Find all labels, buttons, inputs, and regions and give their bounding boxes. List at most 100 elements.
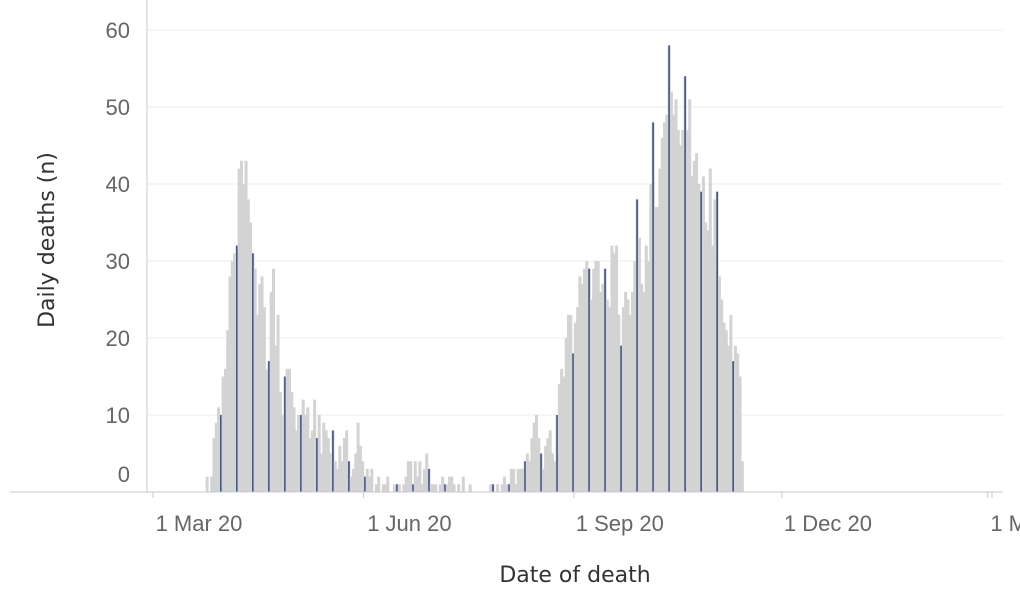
bar [342, 438, 346, 492]
bar [679, 145, 683, 492]
bar [324, 430, 328, 492]
bar [281, 415, 285, 492]
bar [271, 268, 275, 492]
y-tick-label: 30 [106, 249, 130, 274]
bar-highlight-line [316, 438, 318, 492]
bar [402, 484, 406, 492]
bar [697, 184, 701, 492]
bar-highlight-line [588, 268, 590, 492]
bar [633, 261, 637, 492]
bar [320, 453, 323, 492]
bar [544, 445, 548, 492]
bar [434, 484, 438, 492]
bar [313, 399, 317, 492]
bar [237, 168, 241, 492]
bar [221, 376, 225, 492]
bar [384, 484, 388, 492]
bar [326, 438, 330, 492]
bar [562, 376, 566, 492]
bar [583, 268, 586, 492]
bar [452, 484, 456, 492]
bar [566, 314, 570, 492]
bar [644, 245, 648, 492]
x-tick-label: 1 Dec 20 [784, 511, 872, 536]
bar [690, 176, 694, 493]
bar [317, 415, 321, 492]
bar [340, 461, 344, 492]
bar [612, 253, 616, 492]
y-tick-label: 10 [106, 403, 130, 428]
y-tick-labels: 0 10 20 30 40 50 60 [106, 18, 130, 487]
bar [610, 245, 614, 492]
bar [262, 307, 266, 492]
bar [530, 438, 534, 492]
bar [706, 230, 710, 492]
bar [269, 291, 273, 492]
bar [228, 276, 232, 492]
bar [285, 368, 289, 492]
bar [461, 476, 465, 492]
bar [210, 476, 214, 492]
bar [594, 261, 598, 492]
bar [642, 291, 646, 492]
bar [308, 438, 312, 492]
bar-highlight-line [540, 453, 542, 492]
bar-highlight-line [716, 191, 718, 492]
bar [525, 453, 529, 492]
y-axis-title: Daily deaths (n) [35, 152, 60, 328]
bar [336, 468, 340, 492]
bar [358, 445, 362, 492]
bar [626, 299, 630, 492]
bar-highlight-line [396, 484, 398, 492]
bar [665, 114, 669, 492]
bar [448, 476, 452, 492]
bar [438, 484, 442, 492]
bar [409, 461, 413, 492]
bar [255, 314, 259, 492]
bar [676, 130, 680, 492]
bar [420, 484, 424, 492]
bar [406, 461, 410, 492]
bar [576, 307, 580, 492]
bar [548, 430, 552, 492]
bar-highlight-line [284, 376, 286, 492]
bar [557, 384, 561, 492]
bar [287, 368, 291, 492]
bar [404, 476, 408, 492]
bar-highlight-line [652, 122, 654, 493]
bar-highlight-line [300, 415, 302, 492]
bar [672, 114, 676, 492]
bar [617, 314, 621, 492]
bar [278, 391, 282, 492]
bar [669, 91, 673, 492]
bar [370, 468, 374, 492]
bar [386, 476, 390, 492]
bar [242, 184, 246, 492]
bar [512, 468, 516, 492]
bar [226, 330, 230, 492]
bar [605, 299, 609, 492]
bar-highlight-line [348, 461, 350, 492]
bar [297, 415, 301, 492]
bar [592, 268, 596, 492]
bar [303, 415, 307, 492]
bar-highlight-line [252, 253, 254, 492]
bar-highlight-line [492, 484, 494, 492]
bar [640, 284, 644, 492]
bar [352, 468, 356, 492]
bar [727, 345, 731, 492]
bar [615, 245, 619, 492]
bar [738, 376, 742, 492]
bar [377, 476, 381, 492]
y-tick-label: 60 [106, 18, 130, 43]
bar [292, 407, 296, 492]
x-tick-label: 1 Mar 21 [990, 511, 1020, 536]
bar [397, 484, 401, 492]
bar [468, 484, 472, 492]
bar-highlight-line [412, 484, 414, 492]
bar [578, 276, 582, 492]
bar [441, 476, 445, 492]
bar [660, 137, 664, 493]
bar [422, 468, 426, 492]
bar [596, 261, 600, 492]
